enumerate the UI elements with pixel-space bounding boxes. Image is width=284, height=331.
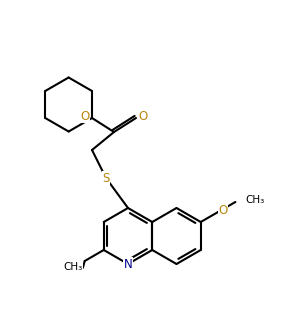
Text: O: O bbox=[218, 204, 228, 216]
Text: O: O bbox=[138, 110, 148, 122]
Text: N: N bbox=[124, 258, 132, 270]
Text: S: S bbox=[102, 171, 110, 184]
Text: CH₃: CH₃ bbox=[63, 262, 83, 272]
Text: CH₃: CH₃ bbox=[245, 195, 265, 205]
Text: O: O bbox=[80, 110, 90, 122]
